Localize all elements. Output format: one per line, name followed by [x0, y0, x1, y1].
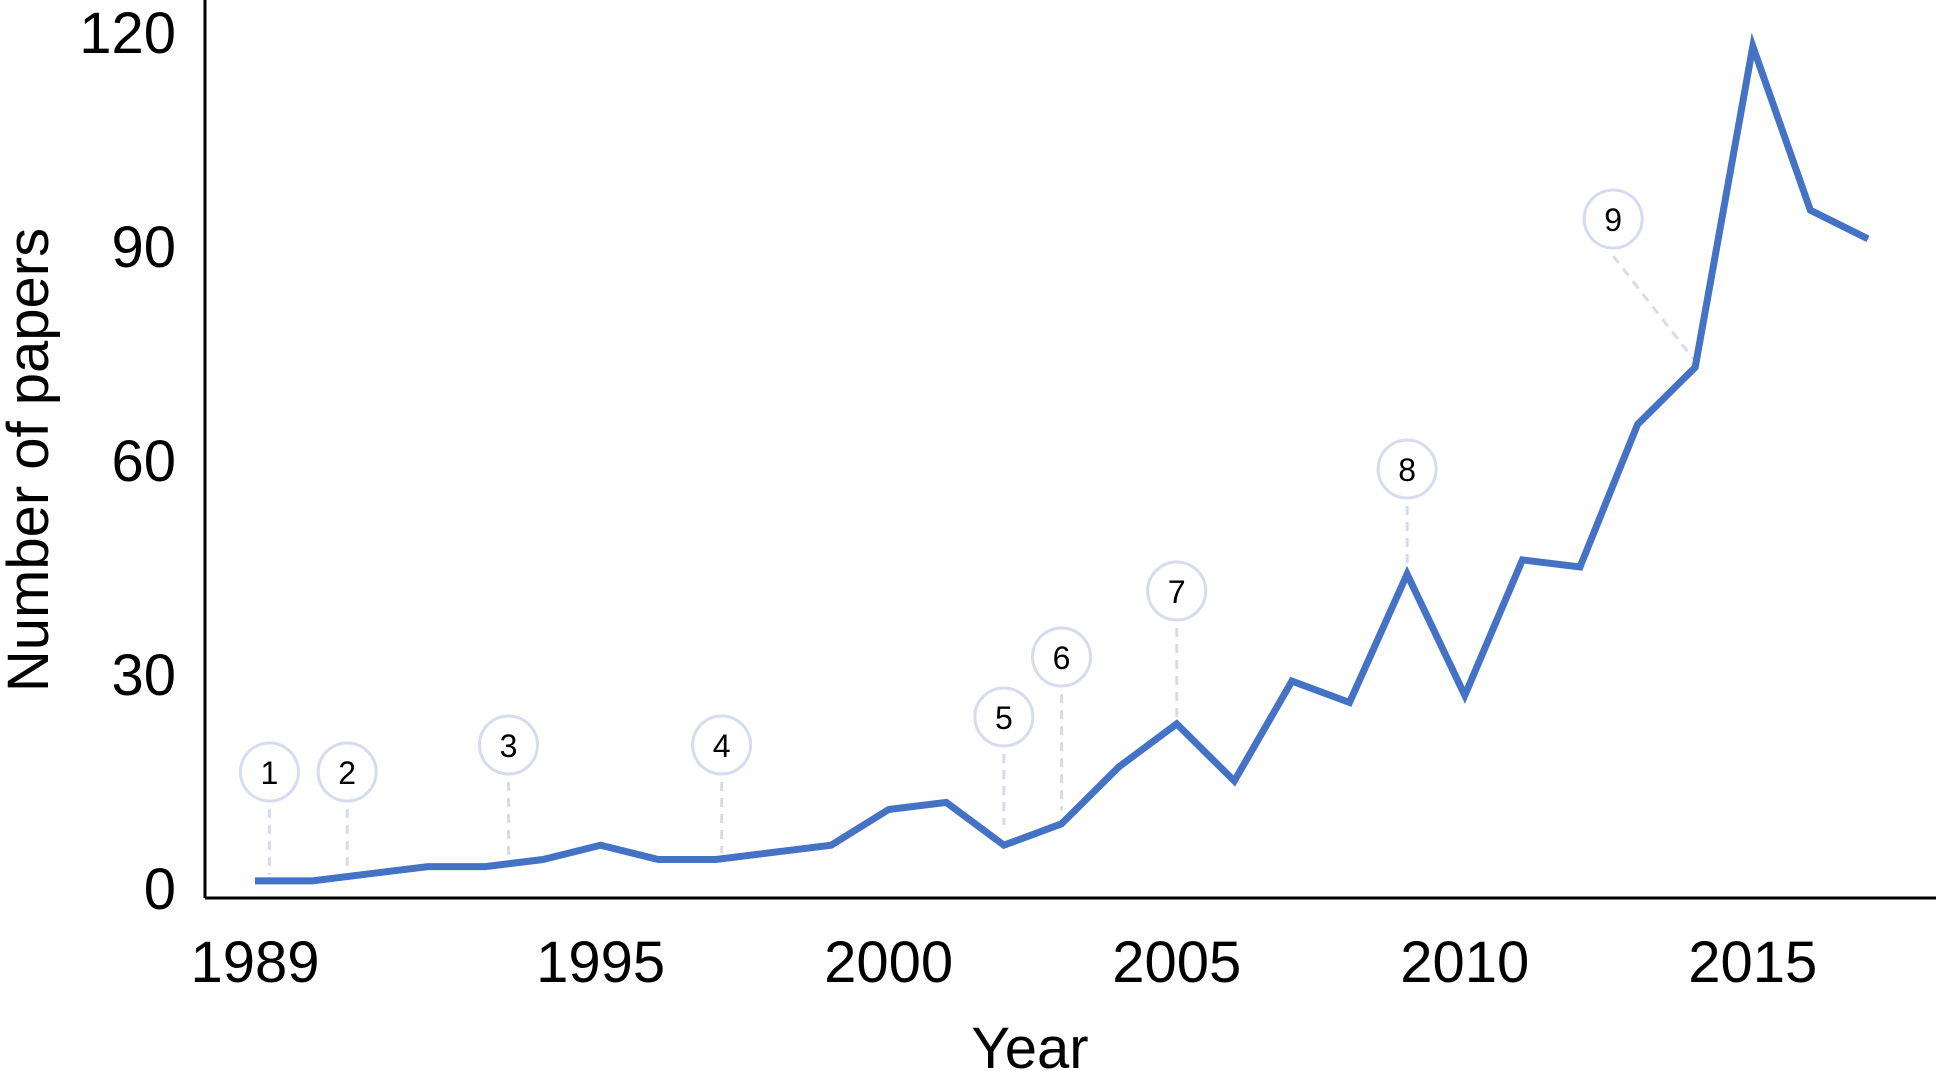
annotation-marker: 4 [691, 714, 753, 854]
annotation-circle [477, 714, 539, 776]
y-tick-label: 120 [79, 1, 176, 66]
annotation-label: 7 [1168, 574, 1186, 610]
annotation-label: 3 [500, 728, 518, 764]
annotation-label: 5 [995, 700, 1013, 736]
annotation-marker: 3 [477, 714, 539, 858]
annotation-circle [691, 714, 753, 776]
x-tick-label: 1989 [190, 930, 319, 995]
annotation-label: 8 [1398, 452, 1416, 488]
annotation-marker: 5 [973, 686, 1035, 825]
annotation-circle [1031, 626, 1092, 688]
y-tick-label: 90 [111, 215, 176, 280]
x-tick-label: 1995 [536, 930, 665, 995]
annotation-marker: 8 [1376, 438, 1438, 569]
annotation-circle [1582, 188, 1644, 250]
y-tick-label: 0 [144, 857, 176, 922]
x-tick-label: 2015 [1688, 930, 1817, 995]
x-axis-title: Year [971, 1016, 1088, 1071]
annotation-marker: 1 [238, 741, 300, 875]
y-tick-label: 30 [111, 643, 176, 708]
y-axis-title: Number of papers [0, 228, 61, 692]
annotation-marker: 9 [1582, 188, 1697, 363]
annotation-marker: 6 [1031, 626, 1092, 811]
annotation-markers: 1 2 3 4 5 6 7 8 9 [238, 188, 1697, 875]
annotation-circle [1146, 560, 1208, 622]
x-tick-label: 2000 [824, 930, 953, 995]
x-tick-label: 2010 [1400, 930, 1529, 995]
y-tick-labels: 0 30 60 90 120 [79, 1, 176, 922]
x-tick-label: 2005 [1112, 930, 1241, 995]
y-tick-label: 60 [111, 429, 176, 494]
annotation-label: 9 [1604, 202, 1622, 238]
annotation-leader [1611, 255, 1697, 363]
annotation-circle [1376, 438, 1438, 500]
annotation-label: 2 [338, 755, 356, 791]
annotation-label: 6 [1053, 640, 1071, 676]
annotation-marker: 7 [1146, 560, 1208, 718]
annotation-label: 1 [261, 755, 279, 791]
annotation-circle [238, 741, 300, 803]
annotation-circle [973, 686, 1035, 748]
annotation-circle [316, 741, 378, 803]
annotation-marker: 2 [316, 741, 378, 872]
series-line [255, 32, 1870, 885]
x-tick-labels: 1989 1995 2000 2005 2010 2015 [190, 930, 1817, 995]
annotation-label: 4 [713, 728, 731, 764]
